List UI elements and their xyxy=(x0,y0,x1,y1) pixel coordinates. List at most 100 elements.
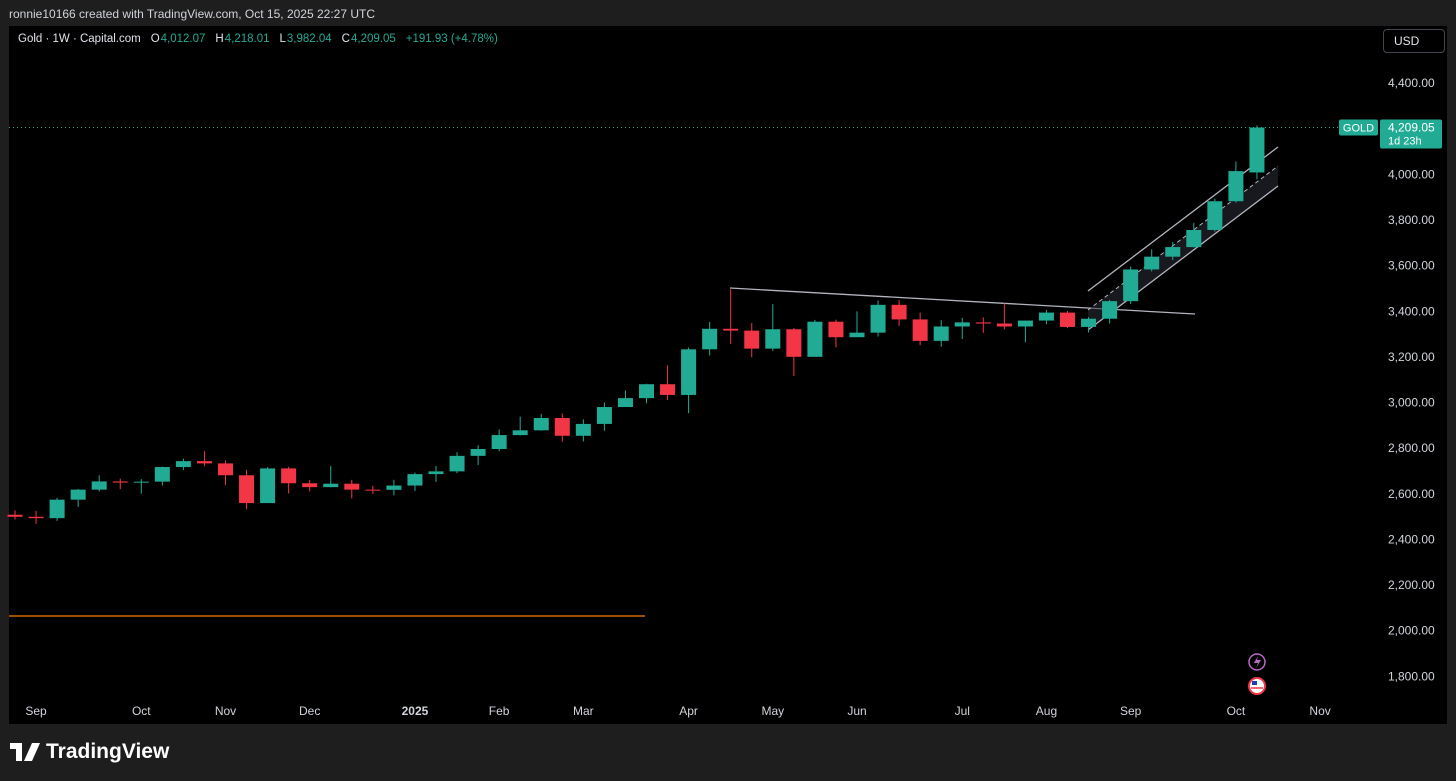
flag-icon[interactable] xyxy=(1248,677,1266,695)
candle-body xyxy=(70,489,86,500)
candle-body xyxy=(723,328,739,331)
candle-body xyxy=(870,304,886,333)
legend-key: C xyxy=(341,33,350,45)
symbol-title: Gold · 1W · Capital.com xyxy=(18,33,141,45)
legend-value: 4,218.01 xyxy=(224,33,270,45)
currency-button[interactable]: USD xyxy=(1383,29,1445,53)
brand-name: TradingView xyxy=(46,740,170,763)
y-tick-label: 4,000.00 xyxy=(1388,167,1435,181)
candle-body xyxy=(765,329,781,349)
candle-body xyxy=(365,489,381,491)
candle-body xyxy=(786,329,802,357)
y-tick-label: 1,800.00 xyxy=(1388,669,1435,683)
candle-body xyxy=(660,384,676,395)
price-label: 4,209.05 xyxy=(1388,121,1435,135)
candle-body xyxy=(807,321,823,357)
countdown: 1d 23h xyxy=(1388,135,1422,147)
candle-body xyxy=(702,328,718,350)
symbol-tag: GOLD xyxy=(1343,122,1374,134)
caption-bar: ronnie10166 created with TradingView.com… xyxy=(0,0,1456,26)
x-tick-label: Sep xyxy=(25,704,47,718)
legend: Gold · 1W · Capital.com O 4,012.07 H 4,218.… xyxy=(18,33,504,45)
legend-key: L xyxy=(279,33,286,45)
channel-lower xyxy=(1087,185,1279,331)
legend-key: H xyxy=(215,33,224,45)
candle-body xyxy=(218,463,233,476)
y-tick-label: 2,200.00 xyxy=(1388,578,1435,592)
candle-body xyxy=(302,483,318,488)
y-tick-label: 3,000.00 xyxy=(1388,396,1435,410)
y-tick-label: 2,000.00 xyxy=(1388,624,1435,638)
x-tick-label: Sep xyxy=(1120,704,1142,718)
candle-body xyxy=(491,435,507,450)
event-icon[interactable] xyxy=(1248,653,1266,671)
channel-middle xyxy=(1087,165,1279,311)
candle-body xyxy=(744,330,760,349)
candle-body xyxy=(112,481,128,483)
x-tick-label: Aug xyxy=(1036,704,1057,718)
flag-canton xyxy=(1252,681,1257,685)
y-tick-label: 3,200.00 xyxy=(1388,350,1435,364)
y-tick-label: 3,400.00 xyxy=(1388,304,1435,318)
brand: TradingView xyxy=(10,740,169,764)
candle-body xyxy=(1207,201,1223,230)
candle-body xyxy=(1228,171,1244,202)
legend-key: O xyxy=(150,33,160,45)
chart-background xyxy=(9,26,1447,724)
x-tick-label: Feb xyxy=(489,704,510,718)
logo-shape xyxy=(10,743,40,761)
candle-body xyxy=(175,461,191,468)
candle-body xyxy=(554,417,570,436)
candle-body xyxy=(470,449,486,456)
candle-body xyxy=(1144,256,1160,270)
candle-body xyxy=(996,323,1012,327)
candle-body xyxy=(323,483,339,488)
candle-body xyxy=(596,407,612,424)
candle-body xyxy=(1249,127,1265,173)
x-tick-label: Nov xyxy=(215,704,236,718)
candle-body xyxy=(681,349,697,395)
legend-value: 4,012.07 xyxy=(160,33,206,45)
candle-body xyxy=(828,321,844,338)
legend-change: +191.93 (+4.78%) xyxy=(405,33,498,45)
candle-body xyxy=(912,319,928,341)
x-tick-label: 2025 xyxy=(402,704,429,718)
candle-body xyxy=(1060,312,1075,327)
trend-line xyxy=(729,287,1196,315)
candle-body xyxy=(260,468,276,504)
y-tick-label: 2,600.00 xyxy=(1388,487,1435,501)
candle-body xyxy=(933,326,949,341)
symbol-tag-box xyxy=(1339,119,1378,136)
caption: ronnie10166 created with TradingView.com… xyxy=(9,7,375,21)
x-tick-label: Jul xyxy=(955,704,970,718)
candle-body xyxy=(386,485,402,490)
candle-body xyxy=(7,514,23,517)
x-tick-label: Apr xyxy=(679,704,698,718)
candle-body xyxy=(975,322,991,324)
candle-body xyxy=(49,499,65,519)
candle-body xyxy=(1123,269,1139,302)
y-tick-label: 3,600.00 xyxy=(1388,259,1435,273)
legend-value: 3,982.04 xyxy=(286,33,332,45)
candle-body xyxy=(1017,320,1033,327)
candle-body xyxy=(91,481,107,490)
brand-logo xyxy=(10,743,40,761)
candle-body xyxy=(512,430,528,436)
candle-body xyxy=(954,322,970,327)
y-tick-label: 3,800.00 xyxy=(1388,213,1435,227)
candle-body xyxy=(1165,247,1181,257)
x-tick-label: Mar xyxy=(573,704,594,718)
candle-body xyxy=(617,398,633,408)
x-tick-label: Oct xyxy=(1227,704,1246,718)
x-tick-label: May xyxy=(761,704,784,718)
candle-body xyxy=(891,304,907,320)
x-tick-label: Nov xyxy=(1309,704,1330,718)
candle-body xyxy=(281,468,297,484)
y-tick-label: 2,400.00 xyxy=(1388,532,1435,546)
candle-body xyxy=(344,483,360,490)
channel-upper xyxy=(1087,146,1279,292)
x-tick-label: Oct xyxy=(132,704,151,718)
candle-body xyxy=(154,467,170,482)
